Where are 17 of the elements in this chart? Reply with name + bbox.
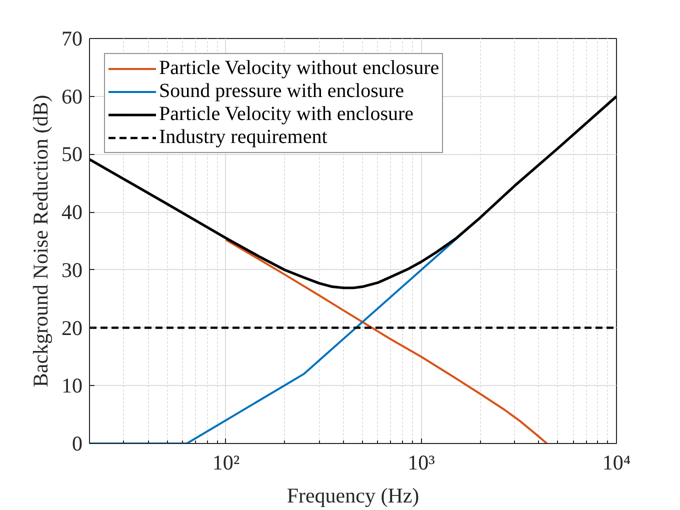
y-tick-label: 60 <box>62 84 82 108</box>
x-tick-label: 10² <box>212 450 240 474</box>
legend-label: Industry requirement <box>159 126 328 149</box>
legend-label: Sound pressure with enclosure <box>159 80 404 103</box>
legend-label: Particle Velocity with enclosure <box>159 103 414 126</box>
y-tick-label: 50 <box>62 142 82 166</box>
y-tick-label: 10 <box>62 374 82 398</box>
x-tick-label: 10³ <box>408 450 435 474</box>
x-tick-label: 10⁴ <box>602 450 631 474</box>
y-tick-label: 20 <box>62 316 82 340</box>
y-axis-title: Background Noise Reduction (dB) <box>28 94 52 388</box>
legend-label: Particle Velocity without enclosure <box>159 57 440 80</box>
y-tick-label: 70 <box>62 26 82 50</box>
y-tick-label: 40 <box>62 200 82 224</box>
y-tick-label: 0 <box>72 432 82 456</box>
y-tick-label: 30 <box>62 258 82 282</box>
x-axis-title: Frequency (Hz) <box>286 484 420 508</box>
